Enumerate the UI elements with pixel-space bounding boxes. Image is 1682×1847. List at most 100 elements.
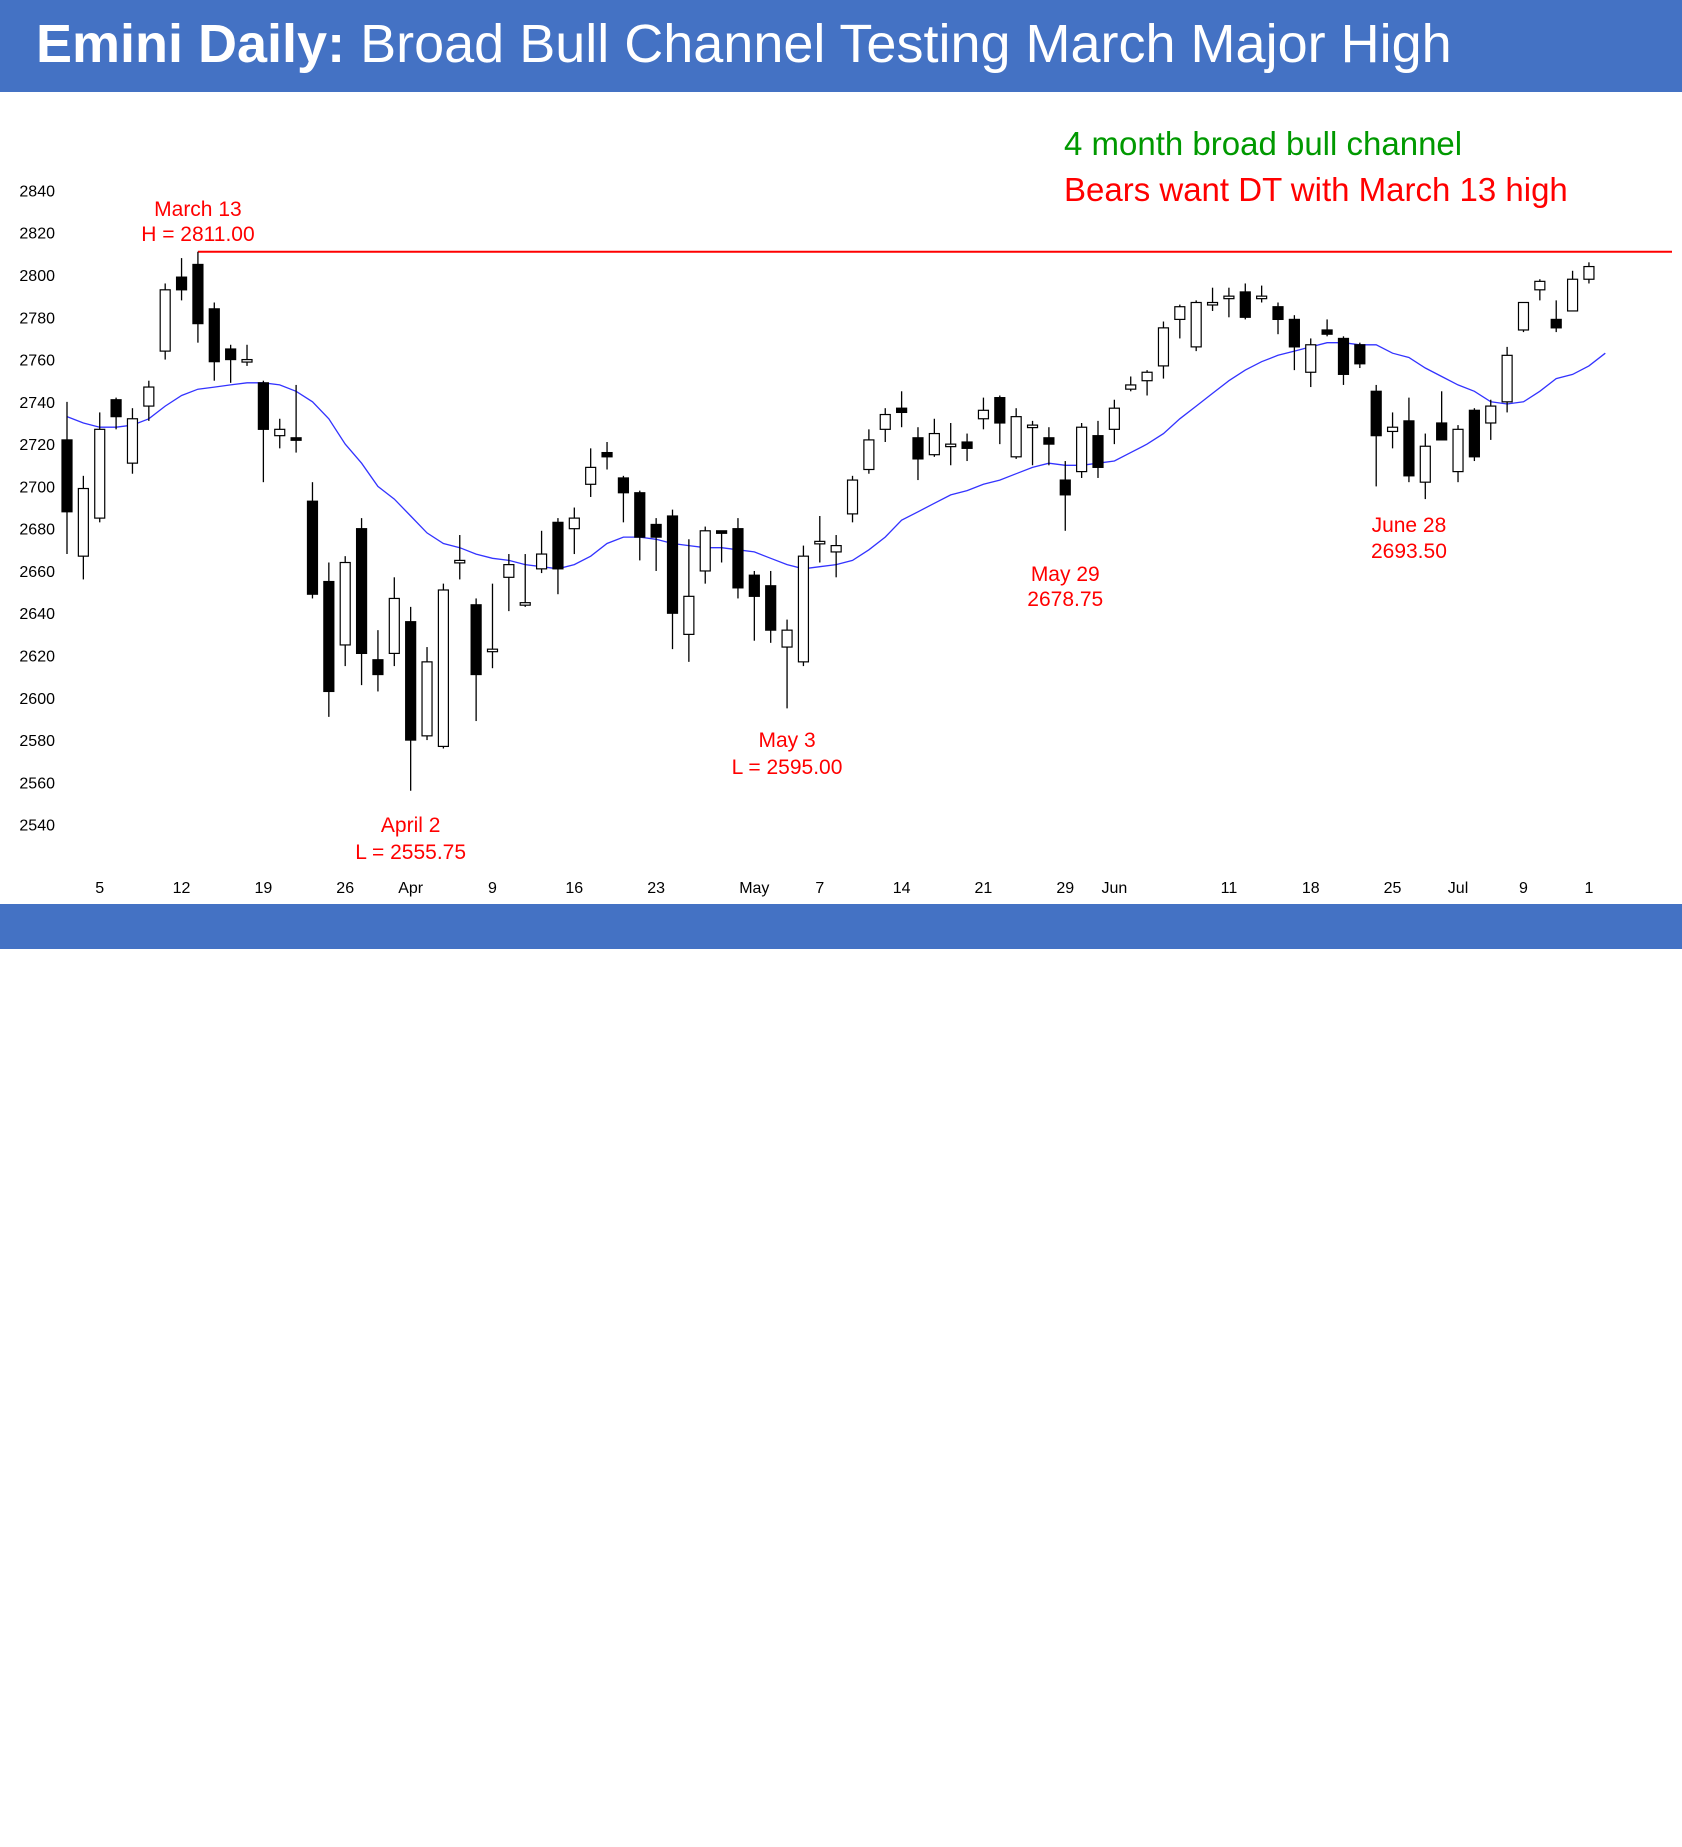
bull-candle: [159, 289, 171, 352]
bear-candle: [1288, 318, 1300, 348]
x-tick-label: Jul: [1448, 880, 1468, 897]
y-tick-label: 2800: [19, 268, 55, 285]
bear-candle: [323, 580, 335, 693]
bear-candle: [1092, 435, 1104, 468]
bull-candle: [519, 602, 531, 606]
bear-candle: [617, 477, 630, 494]
y-tick-label: 2640: [19, 606, 55, 623]
bear-candle: [192, 263, 204, 325]
bull-candle: [879, 413, 891, 430]
x-tick-label: 29: [1056, 880, 1074, 897]
bull-candle: [1190, 301, 1202, 348]
x-tick-label: 16: [565, 880, 583, 897]
x-tick-label: 9: [1519, 880, 1528, 897]
y-tick-label: 2820: [19, 226, 55, 243]
x-tick-label: Apr: [398, 880, 424, 897]
bull-candle: [454, 559, 466, 564]
y-tick-label: 2780: [19, 310, 55, 327]
bull-candle: [1157, 327, 1170, 367]
bull-candle: [814, 540, 826, 545]
x-tick-label: May: [739, 880, 769, 897]
bear-candle: [715, 530, 728, 534]
bull-candle: [1206, 301, 1219, 306]
bull-candle: [503, 564, 515, 578]
bull-candle: [1386, 426, 1399, 433]
x-tick-label: Jun: [1101, 880, 1127, 897]
y-tick-label: 2600: [19, 691, 55, 708]
annotation-value: L = 2595.00: [732, 756, 843, 779]
callout-bears-dt: Bears want DT with March 13 high: [1064, 171, 1568, 208]
annotation-label: April 2: [381, 814, 441, 837]
page-title-rest: Broad Bull Channel Testing March Major H…: [360, 14, 1452, 74]
x-tick-label: 19: [254, 880, 272, 897]
bear-candle: [666, 515, 679, 614]
bear-candle: [290, 437, 302, 441]
bear-candle: [372, 659, 384, 676]
bull-candle: [568, 517, 580, 530]
bull-candle: [274, 428, 286, 437]
footer-banner: BrooksTradingCourse.com BrooksPriceActio…: [0, 904, 1682, 1845]
bear-candle: [225, 348, 237, 361]
bear-candle: [650, 523, 662, 538]
bear-candle: [896, 407, 908, 414]
x-tick-label: 18: [1302, 880, 1320, 897]
page-title-bold: Emini Daily:: [36, 14, 346, 74]
bull-candle: [945, 443, 957, 448]
title-banner: Emini Daily: Broad Bull Channel Testing …: [0, 0, 1682, 92]
y-tick-label: 2760: [19, 353, 55, 370]
bull-candle: [143, 386, 155, 407]
x-tick-label: 26: [336, 880, 354, 897]
bull-candle: [339, 561, 351, 646]
bear-candle: [1403, 420, 1415, 477]
footer-right-link[interactable]: BrooksPriceAction.com: [1344, 1813, 1644, 1845]
bear-candle: [1337, 337, 1350, 375]
bear-candle: [257, 382, 269, 430]
bear-candle: [61, 439, 73, 513]
bull-candle: [241, 358, 253, 363]
annotation-label: May 3: [758, 729, 815, 752]
y-tick-label: 2720: [19, 437, 55, 454]
footer-left-link[interactable]: BrooksTradingCourse.com: [36, 1813, 380, 1845]
bear-candle: [1468, 409, 1480, 458]
x-tick-label: 25: [1384, 880, 1402, 897]
bull-candle: [437, 589, 449, 748]
bull-candle: [699, 530, 711, 572]
bear-candle: [405, 621, 417, 741]
x-tick-label: 23: [647, 880, 665, 897]
x-tick-label: 9: [488, 880, 497, 897]
bull-candle: [797, 555, 810, 663]
bear-candle: [748, 574, 760, 597]
bull-candle: [863, 439, 875, 471]
bull-candle: [683, 595, 695, 635]
bull-candle: [1141, 371, 1153, 382]
bear-candle: [961, 441, 973, 449]
x-tick-label: 1: [1584, 880, 1593, 897]
bull-candle: [535, 553, 548, 570]
bull-candle: [977, 409, 990, 420]
bear-candle: [1321, 329, 1333, 335]
annotation-label: June 28: [1372, 514, 1447, 537]
bear-candle: [1354, 344, 1366, 365]
bear-candle: [601, 451, 613, 458]
bull-candle: [1256, 295, 1268, 300]
annotation-label: March 13: [154, 198, 242, 221]
bull-candle: [781, 629, 793, 648]
bull-candle: [585, 466, 597, 485]
bull-candle: [1125, 384, 1137, 390]
y-tick-label: 2580: [19, 733, 55, 750]
x-tick-label: 12: [173, 880, 191, 897]
annotation-value: 2693.50: [1371, 540, 1447, 563]
bear-candle: [306, 500, 319, 595]
bear-candle: [552, 521, 564, 570]
x-tick-label: 11: [1221, 880, 1238, 897]
bear-candle: [994, 397, 1006, 424]
bull-candle: [928, 432, 940, 456]
page-title: Emini Daily: Broad Bull Channel Testing …: [36, 12, 1452, 77]
x-tick-label: 14: [893, 880, 911, 897]
bull-candle: [77, 487, 89, 557]
bear-candle: [1043, 437, 1055, 445]
bull-candle: [1517, 301, 1530, 331]
bull-candle: [1485, 405, 1497, 424]
bear-candle: [1239, 291, 1251, 318]
bear-candle: [1370, 390, 1382, 437]
